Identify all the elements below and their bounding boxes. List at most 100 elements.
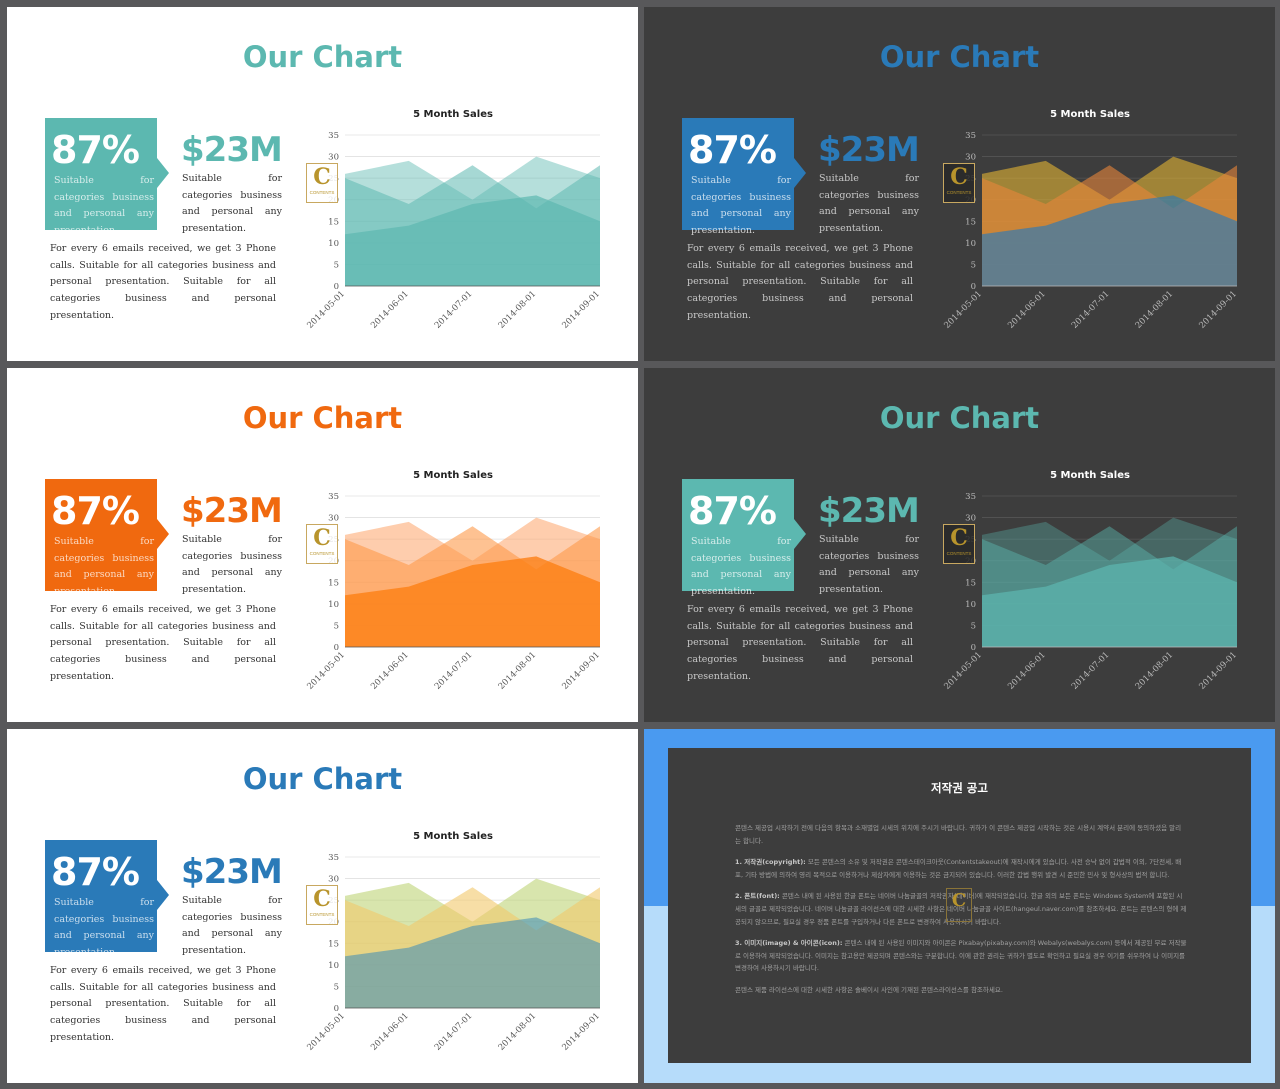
y-tick-label: 5 bbox=[971, 621, 976, 631]
percent-description: Suitable for categories business and per… bbox=[54, 175, 154, 236]
percent-box: 87% Suitable for categories business and… bbox=[682, 118, 806, 236]
x-tick-label: 2014-09-01 bbox=[560, 650, 602, 692]
notice-body: 콘텐스 제공업 시작하기 전에 다음의 항목과 소재별업 시세의 위치에 주시기… bbox=[735, 822, 1187, 1006]
percent-box: 87% Suitable for categories business and… bbox=[45, 118, 169, 236]
y-tick-label: 0 bbox=[971, 643, 976, 653]
money-value: $23M bbox=[181, 130, 283, 170]
x-tick-label: 2014-09-01 bbox=[1197, 289, 1239, 331]
x-tick-label: 2014-05-01 bbox=[305, 1011, 347, 1053]
y-tick-label: 5 bbox=[334, 621, 339, 631]
notice-font-heading: 2. 폰트(font): bbox=[735, 892, 780, 901]
slide-title: Our Chart bbox=[242, 40, 403, 74]
slide-4[interactable]: Our Chart 87% Suitable for categories bu… bbox=[644, 368, 1275, 722]
box-arrow bbox=[794, 519, 806, 549]
slide-title: Our Chart bbox=[879, 40, 1040, 74]
x-tick-label: 2014-07-01 bbox=[433, 650, 475, 692]
y-tick-label: 10 bbox=[965, 600, 976, 610]
notice-copyright: 1. 저작권(copyright): 모든 콘텐스의 소유 및 저작권은 콘텐스… bbox=[735, 858, 1182, 879]
y-tick-label: 5 bbox=[334, 260, 339, 270]
box-arrow bbox=[157, 158, 169, 188]
chart-title: 5 Month Sales bbox=[413, 831, 493, 842]
money-value: $23M bbox=[181, 491, 283, 531]
x-tick-label: 2014-06-01 bbox=[369, 1011, 411, 1053]
x-tick-label: 2014-08-01 bbox=[1134, 650, 1176, 692]
y-tick-label: 15 bbox=[965, 217, 976, 227]
y-tick-label: 10 bbox=[965, 239, 976, 249]
area-series-3 bbox=[345, 556, 600, 647]
x-tick-label: 2014-07-01 bbox=[433, 1011, 475, 1053]
percent-value: 87% bbox=[688, 128, 777, 172]
x-tick-label: 2014-06-01 bbox=[1006, 650, 1048, 692]
notice-copyright-heading: 1. 저작권(copyright): bbox=[735, 858, 806, 867]
y-tick-label: 15 bbox=[328, 217, 339, 227]
slide-title: Our Chart bbox=[242, 401, 403, 435]
percent-value: 87% bbox=[688, 489, 777, 533]
notice-intro: 콘텐스 제공업 시작하기 전에 다음의 항목과 소재별업 시세의 위치에 주시기… bbox=[735, 824, 1182, 845]
box-arrow bbox=[157, 519, 169, 549]
money-value: $23M bbox=[818, 491, 920, 531]
y-tick-label: 0 bbox=[334, 282, 339, 292]
area-chart: 051015202530352014-05-012014-06-012014-0… bbox=[305, 492, 602, 692]
area-series-3 bbox=[345, 917, 600, 1008]
x-tick-label: 2014-05-01 bbox=[942, 650, 984, 692]
area-chart: 051015202530352014-05-012014-06-012014-0… bbox=[305, 131, 602, 331]
body-paragraph: For every 6 emails received, we get 3 Ph… bbox=[50, 604, 276, 682]
body-paragraph: For every 6 emails received, we get 3 Ph… bbox=[50, 243, 276, 321]
slide-3[interactable]: Our Chart 87% Suitable for categories bu… bbox=[7, 368, 638, 722]
y-tick-label: 15 bbox=[965, 578, 976, 588]
chart-title: 5 Month Sales bbox=[413, 470, 493, 481]
y-tick-label: 15 bbox=[328, 578, 339, 588]
percent-description: Suitable for categories business and per… bbox=[691, 536, 791, 597]
money-value: $23M bbox=[181, 852, 283, 892]
y-tick-label: 30 bbox=[328, 153, 339, 163]
box-arrow bbox=[794, 158, 806, 188]
y-tick-label: 30 bbox=[965, 514, 976, 524]
area-chart: 051015202530352014-05-012014-06-012014-0… bbox=[942, 131, 1239, 331]
y-tick-label: 10 bbox=[328, 600, 339, 610]
area-series-3 bbox=[982, 195, 1237, 286]
money-description: Suitable for categories business and per… bbox=[819, 173, 919, 234]
slide-1[interactable]: Our Chart 87% Suitable for categories bu… bbox=[7, 7, 638, 361]
slide-2[interactable]: Our Chart 87% Suitable for categories bu… bbox=[644, 7, 1275, 361]
slide-title: Our Chart bbox=[242, 762, 403, 796]
x-tick-label: 2014-08-01 bbox=[497, 650, 539, 692]
y-tick-label: 35 bbox=[965, 131, 976, 141]
y-tick-label: 35 bbox=[328, 492, 339, 502]
slide-5[interactable]: Our Chart 87% Suitable for categories bu… bbox=[7, 729, 638, 1083]
y-tick-label: 15 bbox=[328, 939, 339, 949]
y-tick-label: 0 bbox=[334, 1004, 339, 1014]
y-tick-label: 30 bbox=[328, 514, 339, 524]
y-tick-label: 35 bbox=[965, 492, 976, 502]
slide-title: Our Chart bbox=[879, 401, 1040, 435]
percent-value: 87% bbox=[51, 128, 140, 172]
y-tick-label: 10 bbox=[328, 961, 339, 971]
x-tick-label: 2014-07-01 bbox=[1070, 289, 1112, 331]
x-tick-label: 2014-05-01 bbox=[305, 289, 347, 331]
x-tick-label: 2014-06-01 bbox=[369, 289, 411, 331]
logo-badge: C CONTENTS bbox=[306, 524, 338, 564]
money-description: Suitable for categories business and per… bbox=[182, 173, 282, 234]
logo-badge: C CONTENTS bbox=[943, 163, 975, 203]
chart-title: 5 Month Sales bbox=[1050, 109, 1130, 120]
y-tick-label: 10 bbox=[328, 239, 339, 249]
notice-outro: 콘텐스 제품 라이선스에 대한 시세한 사항은 솔베이시 사인에 기재된 콘텐스… bbox=[735, 985, 1003, 994]
x-tick-label: 2014-06-01 bbox=[1006, 289, 1048, 331]
box-arrow bbox=[157, 880, 169, 910]
slide-6-copyright-notice[interactable]: 저작권 공고 콘텐스 제공업 시작하기 전에 다음의 항목과 소재별업 시세의 … bbox=[644, 729, 1275, 1083]
y-tick-label: 5 bbox=[334, 982, 339, 992]
chart-title: 5 Month Sales bbox=[413, 109, 493, 120]
logo-badge: C CONTENTS bbox=[306, 885, 338, 925]
notice-image-heading: 3. 이미지(image) & 아이콘(icon): bbox=[735, 939, 843, 948]
y-tick-label: 0 bbox=[971, 282, 976, 292]
notice-image-icon: 3. 이미지(image) & 아이콘(icon): 콘텐스 내에 된 사용된 … bbox=[735, 939, 1187, 973]
x-tick-label: 2014-05-01 bbox=[942, 289, 984, 331]
percent-description: Suitable for categories business and per… bbox=[54, 536, 154, 597]
logo-badge: C bbox=[946, 888, 972, 922]
notice-font: 2. 폰트(font): 콘텐스 내에 된 사용된 한글 폰트는 네이버 나눔글… bbox=[735, 892, 1187, 926]
body-paragraph: For every 6 emails received, we get 3 Ph… bbox=[50, 965, 276, 1043]
area-chart: 051015202530352014-05-012014-06-012014-0… bbox=[942, 492, 1239, 692]
x-tick-label: 2014-08-01 bbox=[1134, 289, 1176, 331]
y-tick-label: 30 bbox=[965, 153, 976, 163]
logo-badge: C CONTENTS bbox=[943, 524, 975, 564]
x-tick-label: 2014-09-01 bbox=[560, 289, 602, 331]
